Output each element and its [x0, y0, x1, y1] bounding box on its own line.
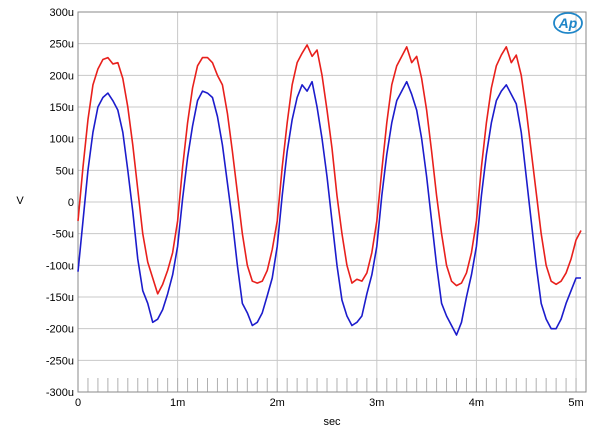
- x-tick-label: 2m: [270, 397, 285, 409]
- y-tick-label: -100u: [46, 260, 74, 272]
- y-tick-label: -50u: [52, 229, 74, 241]
- y-tick-label: 200u: [50, 70, 74, 82]
- y-tick-label: -200u: [46, 324, 74, 336]
- y-tick-label: 100u: [50, 134, 74, 146]
- y-tick-label: -150u: [46, 292, 74, 304]
- plot-border: [77, 11, 587, 393]
- ap-logo: Ap: [553, 12, 583, 34]
- grid: [77, 11, 586, 393]
- y-tick-label: 50u: [56, 165, 74, 177]
- x-tick-labels: 0 1m 2m 3m 4m 5m: [75, 397, 584, 409]
- y-tick-label: 300u: [50, 7, 74, 19]
- x-tick-label: 1m: [170, 397, 185, 409]
- series-line-1: [77, 44, 582, 295]
- minor-ticks: [87, 378, 577, 392]
- y-axis-label: V: [16, 195, 24, 207]
- series-line-2: [77, 80, 582, 336]
- x-tick-label: 3m: [369, 397, 384, 409]
- y-tick-label: -250u: [46, 355, 74, 367]
- y-tick-label: -300u: [46, 387, 74, 399]
- ap-logo-ring: [553, 12, 583, 34]
- y-tick-label: 0: [68, 197, 74, 209]
- y-tick-label: 250u: [50, 39, 74, 51]
- x-axis-label: sec: [323, 416, 341, 428]
- x-tick-label: 0: [75, 397, 81, 409]
- ap-logo-text: Ap: [558, 15, 578, 31]
- y-tick-label: 150u: [50, 102, 74, 114]
- series-layer: [77, 44, 582, 336]
- x-tick-label: 4m: [469, 397, 484, 409]
- y-tick-labels: 300u 250u 200u 150u 100u 50u 0 -50u -100u -150u -2…: [46, 7, 74, 399]
- x-tick-label: 5m: [568, 397, 583, 409]
